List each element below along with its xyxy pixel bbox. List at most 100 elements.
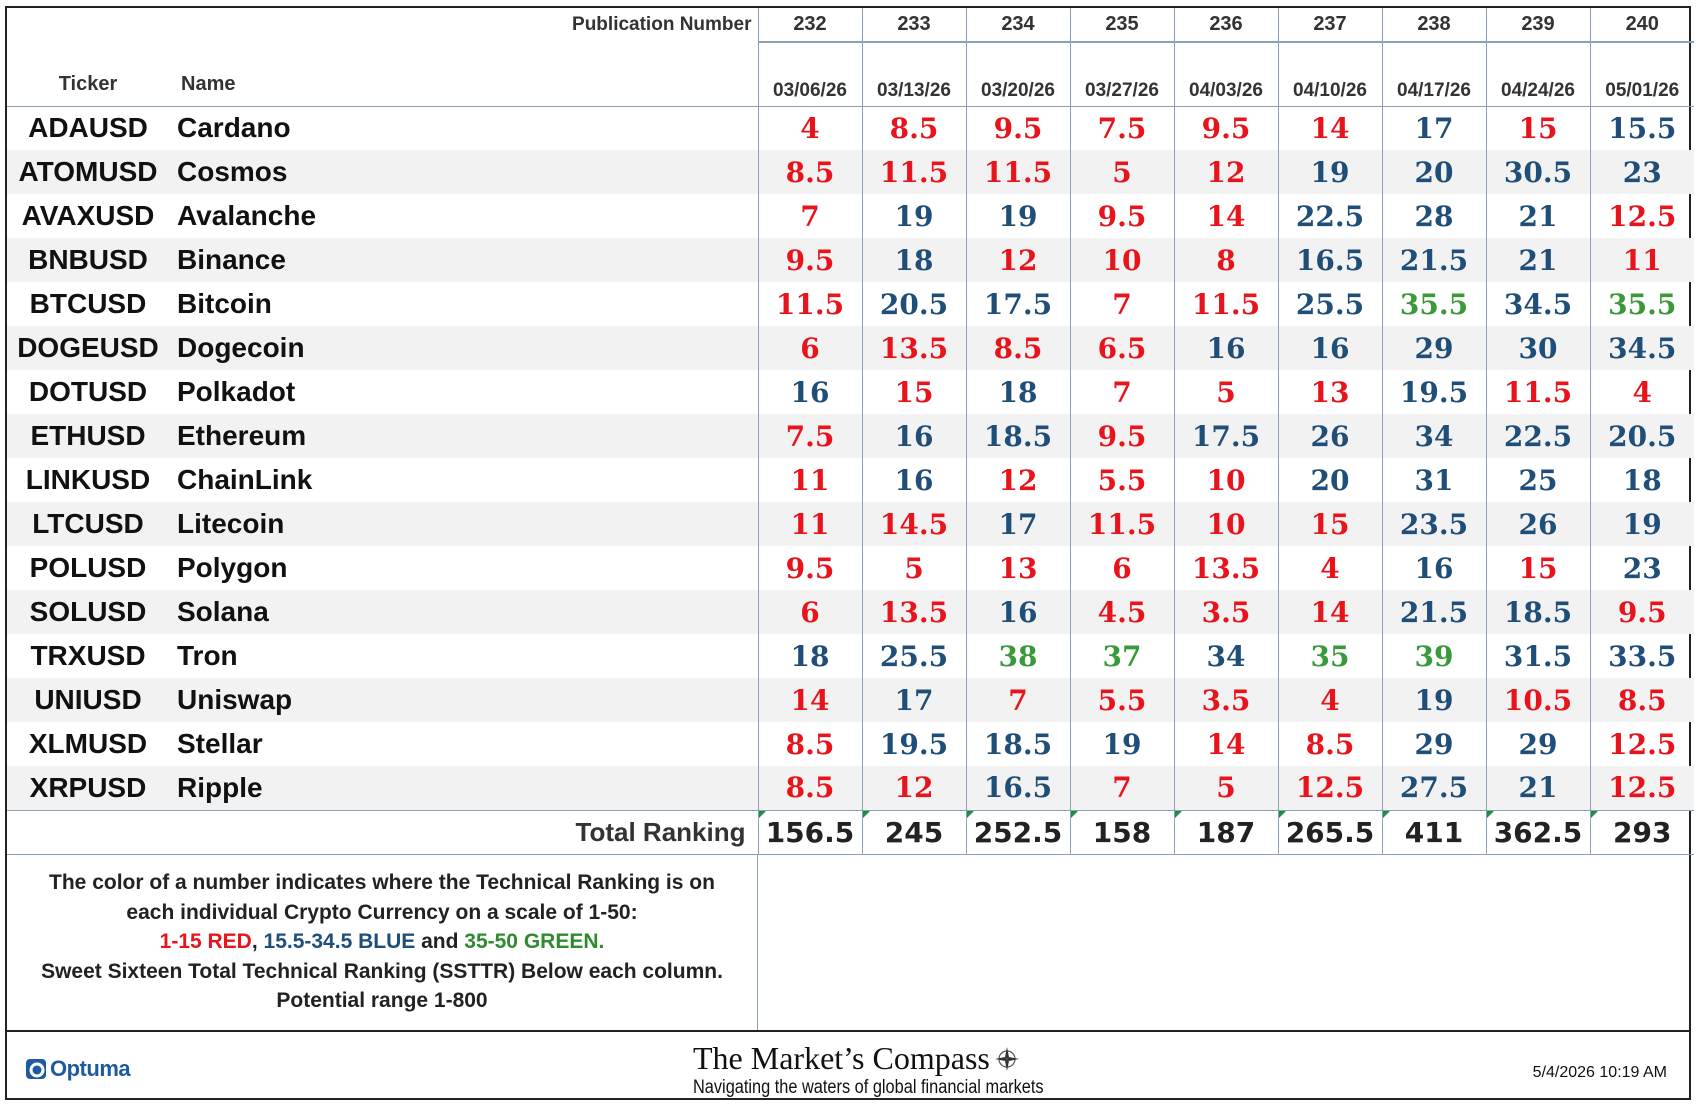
- table-row: XRPUSD Ripple 8.5 12 16.5 7 5 12.5 27.5 21 12.5: [7, 766, 1694, 810]
- name-column-header: Name: [169, 42, 758, 107]
- total-ranking-cell: 187: [1173, 809, 1278, 855]
- cell-note-marker-icon: [1486, 810, 1494, 818]
- ranking-value-cell: 15: [1277, 502, 1382, 546]
- ranking-value-cell: 16: [757, 370, 862, 414]
- ranking-value-cell: 8.5: [1277, 722, 1382, 766]
- total-ranking-value: 245: [884, 815, 944, 849]
- publication-number-1: 233: [861, 8, 966, 42]
- ranking-value-cell: 12.5: [1277, 766, 1382, 810]
- ranking-value-cell: 20: [1381, 150, 1486, 194]
- ranking-value-cell: 16: [861, 414, 966, 458]
- optuma-logo: Optuma: [25, 1056, 131, 1082]
- ticker-cell: AVAXUSD: [21, 200, 155, 231]
- total-ranking-cell: 362.5: [1485, 809, 1590, 855]
- publication-number-label: Publication Number: [572, 14, 752, 35]
- ticker-cell: DOTUSD: [28, 376, 148, 407]
- ranking-value-cell: 21: [1485, 766, 1590, 810]
- footer-divider: [7, 1030, 1689, 1032]
- legend-line-5: Potential range 1-800: [276, 989, 488, 1012]
- ranking-value-cell: 23: [1589, 150, 1694, 194]
- ranking-value-cell: 8.5: [757, 722, 862, 766]
- publication-number-row: Publication Number 232 233 234 235 236 237 238…: [7, 8, 1694, 42]
- date-header-1: 03/13/26: [861, 41, 966, 107]
- ticker-cell: BNBUSD: [7, 238, 169, 282]
- total-ranking-cell: 411: [1381, 809, 1486, 855]
- name-cell: Tron: [177, 640, 238, 671]
- ranking-value-cell: 20.5: [861, 282, 966, 326]
- ranking-value-cell: 27.5: [1381, 766, 1486, 810]
- name-cell: Polygon: [177, 552, 288, 583]
- ticker-cell: ATOMUSD: [7, 150, 169, 194]
- ranking-value-cell: 10: [1069, 238, 1174, 282]
- ranking-value-cell: 11: [1589, 238, 1694, 282]
- ranking-value-cell: 3.5: [1173, 590, 1278, 634]
- ranking-value-cell: 6: [757, 590, 862, 634]
- legend-separator-2: and: [415, 930, 465, 953]
- table-row: ETHUSD Ethereum 7.5 16 18.5 9.5 17.5 26 34 22.5 20…: [7, 414, 1694, 458]
- brand-title: The Market’s Compass: [693, 1040, 990, 1076]
- total-ranking-value: 411: [1404, 815, 1464, 849]
- ranking-value-cell: 12: [965, 458, 1070, 502]
- ranking-value-cell: 8.5: [1589, 678, 1694, 722]
- ranking-value-cell: 9.5: [1069, 194, 1174, 238]
- ranking-value-cell: 16.5: [1277, 238, 1382, 282]
- ranking-value-cell: 15: [1485, 106, 1590, 150]
- table-row: SOLUSD Solana 6 13.5 16 4.5 3.5 14 21.5 18.5 9.5: [7, 590, 1694, 634]
- cell-note-marker-icon: [1382, 810, 1390, 818]
- ranking-value-cell: 30: [1485, 326, 1590, 370]
- ranking-value-cell: 4: [1589, 370, 1694, 414]
- ranking-value-cell: 16: [965, 590, 1070, 634]
- footer: Optuma The Market’s Compass Navigating t…: [7, 1032, 1689, 1098]
- ranking-value-cell: 14: [1277, 106, 1382, 150]
- ranking-value-cell: 12.5: [1589, 194, 1694, 238]
- ranking-value-cell: 14: [1173, 194, 1278, 238]
- ranking-value-cell: 33.5: [1589, 634, 1694, 678]
- ranking-value-cell: 9.5: [757, 238, 862, 282]
- cell-note-marker-icon: [1070, 810, 1078, 818]
- ranking-value-cell: 5: [1069, 150, 1174, 194]
- ticker-cell: SOLUSD: [7, 590, 169, 634]
- date-header-3: 03/27/26: [1069, 41, 1174, 107]
- ranking-value-cell: 17: [965, 502, 1070, 546]
- ranking-value-cell: 10: [1173, 458, 1278, 502]
- ranking-value-cell: 11.5: [1485, 370, 1590, 414]
- ranking-value-cell: 23: [1589, 546, 1694, 590]
- ranking-value-cell: 8.5: [757, 766, 862, 810]
- name-cell: Litecoin: [169, 502, 758, 546]
- ranking-value-cell: 12: [1173, 150, 1278, 194]
- name-cell: Polkadot: [177, 376, 296, 407]
- ranking-value-cell: 13: [965, 546, 1070, 590]
- ranking-value-cell: 19.5: [861, 722, 966, 766]
- markets-compass-brand: The Market’s Compass Navigating the wate…: [693, 1040, 1053, 1099]
- ranking-value-cell: 8.5: [965, 326, 1070, 370]
- ranking-value-cell: 15: [861, 370, 966, 414]
- table-row: AVAXUSD Avalanche 7 19 19 9.5 14 22.5 28 21 12.5: [7, 194, 1694, 238]
- name-cell: ChainLink: [177, 464, 313, 495]
- name-cell: Avalanche: [177, 200, 317, 231]
- ranking-value-cell: 5.5: [1069, 458, 1174, 502]
- ranking-value-cell: 18: [861, 238, 966, 282]
- ranking-value-cell: 9.5: [1589, 590, 1694, 634]
- ranking-value-cell: 22.5: [1485, 414, 1590, 458]
- ranking-value-cell: 11: [757, 502, 862, 546]
- cell-note-marker-icon: [862, 810, 870, 818]
- ranking-value-cell: 4: [757, 106, 862, 150]
- ranking-value-cell: 17.5: [1173, 414, 1278, 458]
- name-cell: Binance: [169, 238, 758, 282]
- name-cell: Ripple: [169, 766, 758, 810]
- ranking-value-cell: 7: [757, 194, 862, 238]
- total-ranking-cell: 252.5: [965, 809, 1070, 855]
- ranking-value-cell: 34: [1173, 634, 1278, 678]
- cell-note-marker-icon: [758, 810, 766, 818]
- ticker-cell: LINKUSD: [25, 464, 151, 495]
- table-row: BTCUSD Bitcoin 11.5 20.5 17.5 7 11.5 25.5 35.5 34…: [7, 282, 1694, 326]
- ranking-value-cell: 14: [1173, 722, 1278, 766]
- ticker-cell: UNIUSD: [7, 678, 169, 722]
- total-ranking-value: 156.5: [765, 815, 855, 849]
- date-header-5: 04/10/26: [1277, 41, 1382, 107]
- ranking-value-cell: 34: [1381, 414, 1486, 458]
- publication-number-6: 238: [1381, 8, 1486, 42]
- name-cell: Stellar: [177, 728, 263, 759]
- legend-green-range: 35-50 GREEN.: [464, 930, 605, 953]
- table-row: TRXUSD Tron 18 25.5 38 37 34 35 39 31.5 33.5: [7, 634, 1694, 678]
